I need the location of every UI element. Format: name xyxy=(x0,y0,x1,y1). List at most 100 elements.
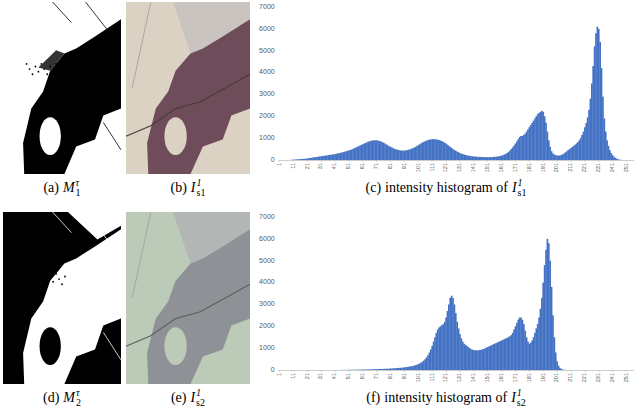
mask-speckle xyxy=(46,283,48,285)
histogram-bar xyxy=(288,370,290,371)
mask-line xyxy=(53,212,72,233)
histogram-bar xyxy=(565,369,567,370)
histogram-bar xyxy=(577,370,579,371)
x-tick-label: 41 xyxy=(331,373,337,379)
caption-symbol: M xyxy=(62,180,76,195)
mask-speckle xyxy=(26,273,28,275)
histogram-bar xyxy=(620,159,622,160)
histogram-bar xyxy=(615,370,617,371)
x-tick-label: 91 xyxy=(401,163,407,169)
histogram-bar xyxy=(633,160,634,161)
x-tick-label: 51 xyxy=(345,373,351,379)
mask-speckle xyxy=(55,63,57,65)
histogram-bar xyxy=(306,370,308,371)
x-tick xyxy=(626,160,627,162)
caption-letter: (a) xyxy=(43,180,59,196)
histogram-bar xyxy=(578,370,580,371)
mask-speckle xyxy=(64,276,66,278)
x-tick-label: 11 xyxy=(290,163,296,169)
x-tick-label: 191 xyxy=(540,163,546,172)
x-tick-label: 211 xyxy=(567,373,573,382)
caption-letter: (d) xyxy=(43,390,60,406)
x-tick xyxy=(487,160,488,162)
histogram-bar xyxy=(329,370,331,371)
caption: (f)intensity histogram ofIs21 xyxy=(366,387,525,408)
histogram-bar xyxy=(626,370,628,371)
histogram-bar xyxy=(583,370,585,371)
histogram-bar xyxy=(597,370,599,371)
histogram-bar xyxy=(569,370,571,371)
histogram-bar xyxy=(631,160,633,161)
x-tick xyxy=(432,160,433,162)
histogram-bar xyxy=(603,370,605,371)
x-tick-label: 161 xyxy=(498,373,504,382)
mask-speckle xyxy=(61,73,63,75)
x-tick xyxy=(334,370,335,372)
x-tick xyxy=(362,370,363,372)
figure: 0100020003000400050006000700011121314151… xyxy=(0,0,641,415)
x-tick xyxy=(584,160,585,162)
histogram-bar xyxy=(326,370,328,371)
x-tick xyxy=(445,370,446,372)
mask-hole xyxy=(40,117,61,155)
x-tick-label: 1 xyxy=(276,163,282,166)
x-tick-label: 31 xyxy=(317,163,323,169)
histogram-bar xyxy=(298,370,300,371)
mask-speckle xyxy=(40,273,42,275)
y-tick-label: 3000 xyxy=(259,90,275,97)
histogram-bar xyxy=(312,370,314,371)
x-tick-label: 121 xyxy=(442,373,448,382)
mask-speckle xyxy=(29,68,31,70)
histogram-bar xyxy=(319,370,321,371)
x-tick xyxy=(432,370,433,372)
caption-symbol: M xyxy=(62,390,76,405)
histogram-bar xyxy=(609,370,611,371)
histogram-bar xyxy=(302,370,304,371)
x-tick-label: 201 xyxy=(553,373,559,382)
x-tick xyxy=(376,160,377,162)
x-tick-label: 1 xyxy=(276,373,282,376)
x-tick xyxy=(529,370,530,372)
x-tick-label: 21 xyxy=(304,373,310,379)
histogram-bar xyxy=(283,370,285,371)
mask-speckle xyxy=(58,278,60,280)
x-tick xyxy=(307,370,308,372)
histogram-bar xyxy=(311,370,313,371)
photo-background xyxy=(126,2,250,174)
caption-superscript: 1 xyxy=(196,387,201,398)
mask-background xyxy=(3,212,121,384)
histogram-bar xyxy=(576,370,578,371)
caption: (d)M2τ xyxy=(43,387,81,408)
mask-speckle xyxy=(61,283,63,285)
histogram-bar xyxy=(305,370,307,371)
histogram-bar xyxy=(567,370,569,371)
caption-subscript: 2 xyxy=(76,397,81,408)
caption-subscript: s2 xyxy=(517,397,526,408)
histogram-bar xyxy=(619,370,621,371)
caption-text: intensity histogram of xyxy=(384,390,507,405)
caption: (b)Is11 xyxy=(171,177,206,198)
histogram-bar xyxy=(617,370,619,371)
histogram-bar xyxy=(613,370,615,371)
mask-speckle xyxy=(49,66,51,68)
x-tick xyxy=(473,370,474,372)
y-tick-label: 4000 xyxy=(259,278,275,285)
histogram-bar xyxy=(602,370,604,371)
mask-background xyxy=(3,2,121,174)
mask-region xyxy=(68,212,121,240)
x-tick xyxy=(418,160,419,162)
mask-line xyxy=(103,332,121,360)
histogram-bar xyxy=(566,370,568,371)
x-tick-label: 231 xyxy=(595,163,601,172)
mask-region xyxy=(23,229,121,384)
histogram-bar xyxy=(287,160,289,161)
histogram-bar xyxy=(336,370,338,371)
x-tick xyxy=(515,160,516,162)
x-tick xyxy=(529,160,530,162)
histogram-bar xyxy=(633,370,634,371)
histogram-bar xyxy=(281,370,283,371)
x-tick xyxy=(293,160,294,162)
histogram-bar xyxy=(315,370,317,371)
histogram-bar xyxy=(334,370,336,371)
caption-superscript: 1 xyxy=(197,177,202,188)
